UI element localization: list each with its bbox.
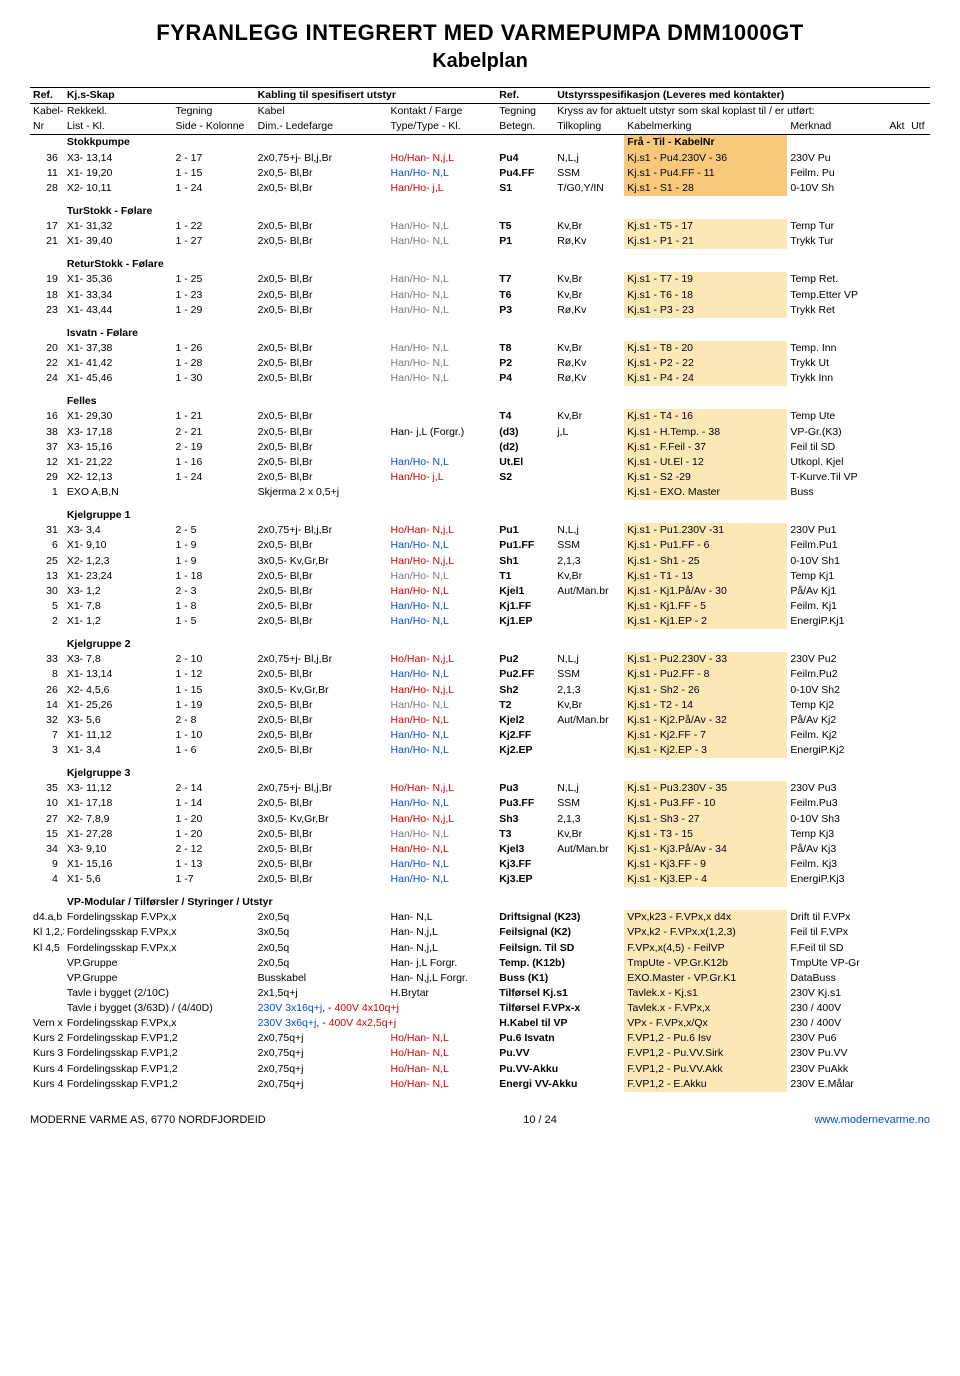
table-row: 17X1- 31,321 - 222x0,5- Bl,BrHan/Ho- N,L… — [30, 219, 930, 234]
table-row: 10X1- 17,181 - 142x0,5- Bl,BrHan/Ho- N,L… — [30, 796, 930, 811]
table-row: 30X3- 1,22 - 32x0,5- Bl,BrHan/Ho- N,LKje… — [30, 584, 930, 599]
page-footer: MODERNE VARME AS, 6770 NORDFJORDEID 10 /… — [30, 1114, 930, 1126]
page-subtitle: Kabelplan — [30, 50, 930, 73]
table-row: 8X1- 13,141 - 122x0,5- Bl,BrHan/Ho- N,LP… — [30, 667, 930, 682]
table-row: d4.a,bFordelingsskap F.VPx,x2x0,5qHan- N… — [30, 910, 930, 925]
footer-left: MODERNE VARME AS, 6770 NORDFJORDEID — [30, 1114, 266, 1126]
table-row: 21X1- 39,401 - 272x0,5- Bl,BrHan/Ho- N,L… — [30, 234, 930, 249]
table-row: Kurs 4Fordelingsskap F.VP1,22x0,75q+jHo/… — [30, 1062, 930, 1077]
table-row: Kurs 2Fordelingsskap F.VP1,22x0,75q+jHo/… — [30, 1031, 930, 1046]
table-row: 32X3- 5,62 - 82x0,5- Bl,BrHan/Ho- N,LKje… — [30, 713, 930, 728]
table-row: 3X1- 3,41 - 62x0,5- Bl,BrHan/Ho- N,LKj2.… — [30, 743, 930, 758]
table-row: Kl 1,2,3Fordelingsskap F.VPx,x3x0,5qHan-… — [30, 925, 930, 940]
table-row: Tavle i bygget (2/10C)2x1,5q+jH.BrytarTi… — [30, 986, 930, 1001]
table-row: 4X1- 5,61 -72x0,5- Bl,BrHan/Ho- N,LKj3.E… — [30, 872, 930, 887]
page-title: FYRANLEGG INTEGRERT MED VARMEPUMPA DMM10… — [30, 20, 930, 46]
table-row: Vern xFordelingsskap F.VPx,x230V 3x6q+j,… — [30, 1016, 930, 1031]
table-row: 31X3- 3,42 - 52x0,75+j- Bl,j,BrHo/Han- N… — [30, 523, 930, 538]
table-row: 37X3- 15,162 - 192x0,5- Bl,Br(d2)Kj.s1 -… — [30, 440, 930, 455]
table-row: 9X1- 15,161 - 132x0,5- Bl,BrHan/Ho- N,LK… — [30, 857, 930, 872]
table-row: Kurs 4Fordelingsskap F.VP1,22x0,75q+jHo/… — [30, 1077, 930, 1092]
table-row: 13X1- 23,241 - 182x0,5- Bl,BrHan/Ho- N,L… — [30, 569, 930, 584]
table-row: VP.Gruppe2x0,5qHan- j,L Forgr.Temp. (K12… — [30, 956, 930, 971]
table-row: 34X3- 9,102 - 122x0,5- Bl,BrHan/Ho- N,LK… — [30, 842, 930, 857]
table-row: 24X1- 45,461 - 302x0,5- Bl,BrHan/Ho- N,L… — [30, 371, 930, 386]
table-row: 16X1- 29,301 - 212x0,5- Bl,BrT4Kv,BrKj.s… — [30, 409, 930, 424]
table-row: 20X1- 37,381 - 262x0,5- Bl,BrHan/Ho- N,L… — [30, 341, 930, 356]
table-row: 5X1- 7,81 - 82x0,5- Bl,BrHan/Ho- N,LKj1.… — [30, 599, 930, 614]
table-row: 27X2- 7,8,91 - 203x0,5- Kv,Gr,BrHan/Ho- … — [30, 812, 930, 827]
table-row: 19X1- 35,361 - 252x0,5- Bl,BrHan/Ho- N,L… — [30, 272, 930, 287]
table-row: 11X1- 19,201 - 152x0,5- Bl,BrHan/Ho- N,L… — [30, 166, 930, 181]
table-row: 2X1- 1,21 - 52x0,5- Bl,BrHan/Ho- N,LKj1.… — [30, 614, 930, 629]
table-row: 29X2- 12,131 - 242x0,5- Bl,BrHan/Ho- j,L… — [30, 470, 930, 485]
table-row: 38X3- 17,182 - 212x0,5- Bl,BrHan- j,L (F… — [30, 425, 930, 440]
table-row: Tavle i bygget (3/63D) / (4/40D)230V 3x1… — [30, 1001, 930, 1016]
kabelplan-table: Ref.Kj.s-SkapKabling til spesifisert uts… — [30, 87, 930, 1092]
table-row: Kurs 3Fordelingsskap F.VP1,22x0,75q+jHo/… — [30, 1046, 930, 1061]
table-row: VP.GruppeBusskabelHan- N,j,L Forgr.Buss … — [30, 971, 930, 986]
table-row: 35X3- 11,122 - 142x0,75+j- Bl,j,BrHo/Han… — [30, 781, 930, 796]
table-row: 15X1- 27,281 - 202x0,5- Bl,BrHan/Ho- N,L… — [30, 827, 930, 842]
table-row: 28X2- 10,111 - 242x0,5- Bl,BrHan/Ho- j,L… — [30, 181, 930, 196]
table-row: 6X1- 9,101 - 92x0,5- Bl,BrHan/Ho- N,LPu1… — [30, 538, 930, 553]
table-row: 26X2- 4,5,61 - 153x0,5- Kv,Gr,BrHan/Ho- … — [30, 683, 930, 698]
table-row: 1EXO A,B,NSkjerma 2 x 0,5+jKj.s1 - EXO. … — [30, 485, 930, 500]
table-row: 14X1- 25,261 - 192x0,5- Bl,BrHan/Ho- N,L… — [30, 698, 930, 713]
footer-url[interactable]: www.modernevarme.no — [814, 1114, 930, 1126]
table-row: 7X1- 11,121 - 102x0,5- Bl,BrHan/Ho- N,LK… — [30, 728, 930, 743]
table-row: 25X2- 1,2,31 - 93x0,5- Kv,Gr,BrHan/Ho- N… — [30, 554, 930, 569]
table-row: 18X1- 33,341 - 232x0,5- Bl,BrHan/Ho- N,L… — [30, 288, 930, 303]
table-row: 36X3- 13,142 - 172x0,75+j- Bl,j,BrHo/Han… — [30, 151, 930, 166]
table-row: 12X1- 21,221 - 162x0,5- Bl,BrHan/Ho- N,L… — [30, 455, 930, 470]
table-row: 33X3- 7,82 - 102x0,75+j- Bl,j,BrHo/Han- … — [30, 652, 930, 667]
table-row: 23X1- 43,441 - 292x0,5- Bl,BrHan/Ho- N,L… — [30, 303, 930, 318]
table-row: Kl 4,5Fordelingsskap F.VPx,x2x0,5qHan- N… — [30, 941, 930, 956]
table-row: 22X1- 41,421 - 282x0,5- Bl,BrHan/Ho- N,L… — [30, 356, 930, 371]
footer-center: 10 / 24 — [523, 1114, 557, 1126]
